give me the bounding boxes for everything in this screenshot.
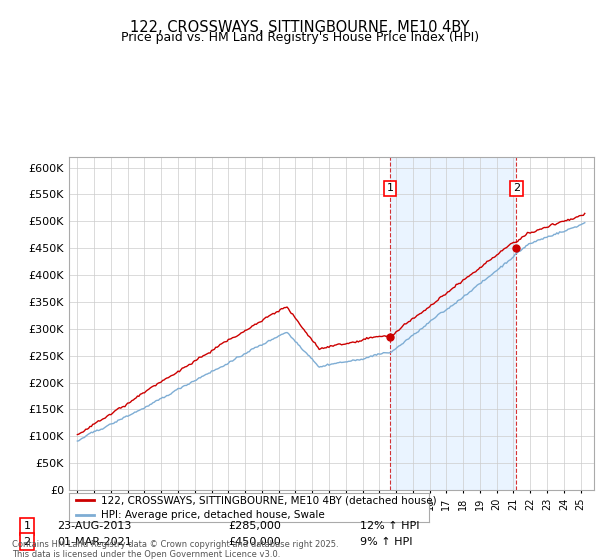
Text: 2: 2: [23, 536, 31, 547]
Text: 12% ↑ HPI: 12% ↑ HPI: [360, 521, 419, 531]
Text: 1: 1: [387, 184, 394, 193]
Text: 122, CROSSWAYS, SITTINGBOURNE, ME10 4BY: 122, CROSSWAYS, SITTINGBOURNE, ME10 4BY: [130, 20, 470, 35]
Text: 1: 1: [23, 521, 31, 531]
Text: 23-AUG-2013: 23-AUG-2013: [57, 521, 131, 531]
Text: £285,000: £285,000: [228, 521, 281, 531]
Text: 01-MAR-2021: 01-MAR-2021: [57, 536, 132, 547]
Text: Price paid vs. HM Land Registry's House Price Index (HPI): Price paid vs. HM Land Registry's House …: [121, 31, 479, 44]
Bar: [390, 157, 517, 490]
Text: 9% ↑ HPI: 9% ↑ HPI: [360, 536, 413, 547]
Text: £450,000: £450,000: [228, 536, 281, 547]
Text: HPI: Average price, detached house, Swale: HPI: Average price, detached house, Swal…: [101, 510, 325, 520]
Text: Contains HM Land Registry data © Crown copyright and database right 2025.
This d: Contains HM Land Registry data © Crown c…: [12, 540, 338, 559]
Text: 122, CROSSWAYS, SITTINGBOURNE, ME10 4BY (detached house): 122, CROSSWAYS, SITTINGBOURNE, ME10 4BY …: [101, 495, 437, 505]
Text: 2: 2: [513, 184, 520, 193]
